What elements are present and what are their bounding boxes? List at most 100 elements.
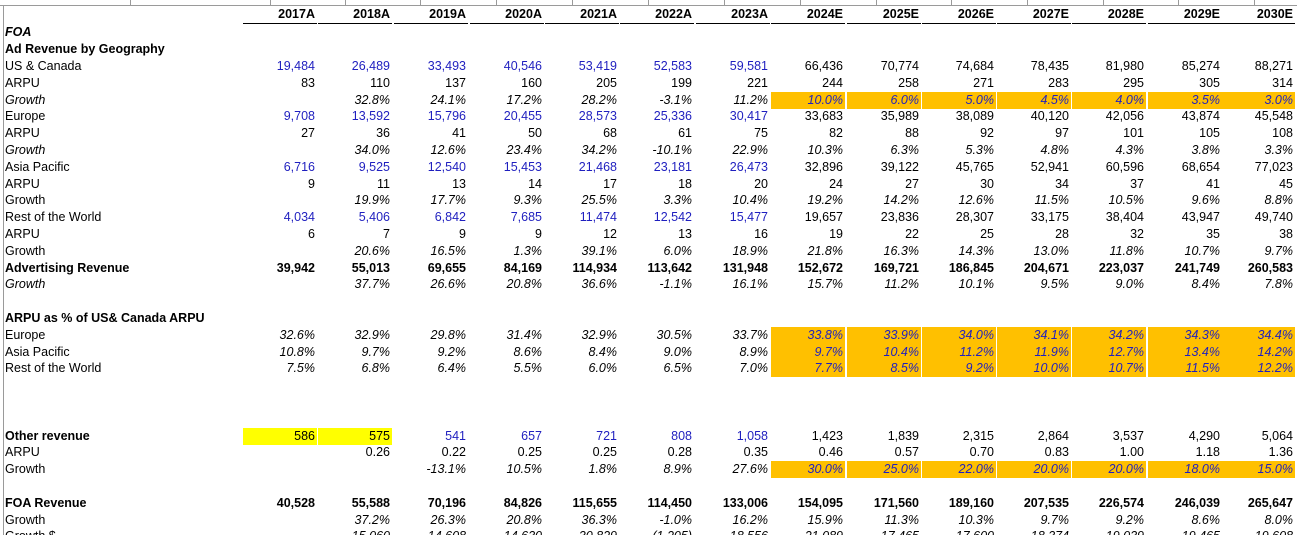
column-divider[interactable] bbox=[648, 0, 649, 5]
cell-2029e[interactable]: 4,290 bbox=[1188, 428, 1220, 443]
column-divider[interactable] bbox=[270, 0, 271, 5]
row-label[interactable]: US & Canada bbox=[5, 59, 82, 73]
column-divider[interactable] bbox=[496, 0, 497, 5]
cell-2029e[interactable]: 34.3% bbox=[1148, 326, 1222, 344]
cell-2017a[interactable] bbox=[243, 377, 317, 394]
cell-2024e[interactable]: 154,095 bbox=[797, 495, 843, 510]
cell-2029e[interactable]: 43,874 bbox=[1181, 109, 1220, 124]
cell-2028e[interactable]: 3,537 bbox=[1112, 428, 1144, 443]
cell-2025e[interactable]: 6.0% bbox=[847, 91, 921, 109]
cell-2025e[interactable] bbox=[847, 310, 921, 327]
column-divider[interactable] bbox=[1103, 0, 1104, 5]
cell-2020a[interactable] bbox=[470, 377, 544, 394]
year-header-2018a[interactable]: 2018A bbox=[318, 5, 392, 24]
year-header-2025e[interactable]: 2025E bbox=[847, 5, 921, 24]
cell-2018a[interactable]: 13,592 bbox=[351, 109, 390, 124]
cell-2021a[interactable]: 32.9% bbox=[581, 327, 617, 342]
cell-2023a[interactable]: 11.2% bbox=[733, 92, 768, 107]
cell-2017a[interactable] bbox=[243, 411, 317, 428]
cell-2030e[interactable] bbox=[1221, 478, 1295, 495]
cell-2030e[interactable] bbox=[1221, 293, 1295, 310]
cell-2023a[interactable]: 33.7% bbox=[732, 327, 768, 342]
cell-2026e[interactable] bbox=[922, 394, 996, 411]
cell-2019a[interactable] bbox=[394, 293, 468, 310]
cell-2025e[interactable]: 171,560 bbox=[873, 495, 919, 510]
cell-2017a[interactable] bbox=[243, 444, 317, 461]
column-divider[interactable] bbox=[1254, 0, 1255, 5]
cell-2026e[interactable]: 5.3% bbox=[965, 143, 995, 157]
cell-2024e[interactable] bbox=[771, 377, 845, 394]
cell-2025e[interactable]: 16.3% bbox=[883, 243, 919, 258]
cell-2026e[interactable]: 74,684 bbox=[955, 59, 994, 73]
column-divider[interactable] bbox=[800, 0, 801, 5]
cell-2020a[interactable]: 84,826 bbox=[503, 495, 542, 510]
cell-2027e[interactable]: 34.1% bbox=[997, 326, 1071, 344]
cell-2018a[interactable]: 37.2% bbox=[354, 512, 390, 527]
year-header-2019a[interactable]: 2019A bbox=[394, 5, 468, 24]
cell-2017a[interactable] bbox=[243, 243, 317, 260]
cell-2026e[interactable]: 189,160 bbox=[948, 495, 994, 510]
cell-2029e[interactable] bbox=[1148, 293, 1222, 310]
cell-2024e[interactable]: 1,423 bbox=[811, 428, 843, 443]
row-label[interactable]: ARPU bbox=[5, 126, 40, 141]
cell-2025e[interactable]: 10.4% bbox=[847, 343, 921, 361]
cell-2028e[interactable] bbox=[1072, 293, 1146, 310]
cell-2026e[interactable]: 30 bbox=[980, 176, 994, 191]
cell-2022a[interactable]: 18 bbox=[678, 176, 692, 191]
cell-2026e[interactable] bbox=[922, 293, 996, 310]
cell-2019a[interactable]: 9 bbox=[459, 227, 466, 241]
cell-2030e[interactable]: 7.8% bbox=[1264, 277, 1294, 292]
cell-2027e[interactable]: 2,864 bbox=[1037, 428, 1069, 443]
cell-2019a[interactable]: 17.7% bbox=[430, 193, 466, 208]
cell-2021a[interactable]: 28,573 bbox=[578, 109, 617, 124]
cell-2025e[interactable]: 258 bbox=[898, 75, 919, 90]
row-label[interactable]: Growth bbox=[5, 512, 46, 527]
cell-2019a[interactable] bbox=[394, 478, 468, 495]
cell-2018a[interactable]: 9.7% bbox=[361, 344, 391, 359]
cell-2023a[interactable] bbox=[696, 310, 770, 327]
cell-2021a[interactable] bbox=[545, 411, 619, 428]
cell-2021a[interactable] bbox=[545, 293, 619, 310]
cell-2022a[interactable]: 0.28 bbox=[667, 445, 692, 460]
cell-2021a[interactable]: 34.2% bbox=[581, 143, 617, 157]
cell-2018a[interactable]: 37.7% bbox=[354, 277, 390, 292]
cell-2030e[interactable]: 45,548 bbox=[1254, 109, 1293, 124]
cell-2025e[interactable]: 70,774 bbox=[880, 59, 919, 73]
cell-2024e[interactable]: 7.7% bbox=[771, 360, 845, 378]
cell-2021a[interactable]: 30,829 bbox=[545, 528, 619, 535]
cell-2021a[interactable]: 6.0% bbox=[588, 361, 618, 376]
cell-2020a[interactable]: 160 bbox=[521, 75, 542, 90]
cell-2017a[interactable]: 9,708 bbox=[283, 109, 315, 124]
cell-2027e[interactable]: 52,941 bbox=[1030, 159, 1069, 174]
year-header-2020a[interactable]: 2020A bbox=[470, 5, 544, 24]
year-header-2026e[interactable]: 2026E bbox=[922, 5, 996, 24]
cell-2019a[interactable]: 70,196 bbox=[427, 495, 466, 510]
cell-2020a[interactable]: 17.2% bbox=[506, 92, 542, 107]
cell-2027e[interactable] bbox=[997, 394, 1071, 411]
cell-2024e[interactable]: 19.2% bbox=[807, 193, 843, 208]
cell-2019a[interactable]: 6.4% bbox=[437, 361, 467, 376]
cell-2023a[interactable]: 1,058 bbox=[736, 428, 768, 443]
cell-2020a[interactable]: 8.6% bbox=[513, 344, 543, 359]
cell-2019a[interactable]: 12.6% bbox=[430, 143, 466, 157]
cell-2028e[interactable]: 1.00 bbox=[1119, 445, 1144, 460]
cell-2020a[interactable]: 20.8% bbox=[506, 512, 542, 527]
cell-2028e[interactable] bbox=[1072, 411, 1146, 428]
cell-2023a[interactable]: 16.1% bbox=[732, 277, 768, 292]
row-label[interactable]: Growth $ bbox=[5, 528, 56, 535]
cell-2028e[interactable] bbox=[1072, 478, 1146, 495]
cell-2024e[interactable]: 9.7% bbox=[771, 343, 845, 361]
cell-2019a[interactable]: 26.6% bbox=[430, 277, 466, 292]
cell-2024e[interactable]: 33.8% bbox=[771, 326, 845, 344]
cell-2025e[interactable]: 0.57 bbox=[894, 445, 919, 460]
cell-2023a[interactable]: 18,556 bbox=[696, 528, 770, 535]
cell-2030e[interactable]: 108 bbox=[1272, 126, 1293, 141]
column-divider[interactable] bbox=[1178, 0, 1179, 5]
cell-2029e[interactable]: 18.0% bbox=[1148, 461, 1222, 479]
cell-2029e[interactable]: 9.6% bbox=[1191, 193, 1221, 208]
cell-2021a[interactable]: 11,474 bbox=[579, 210, 617, 225]
cell-2026e[interactable]: 14.3% bbox=[958, 243, 994, 258]
cell-2030e[interactable]: 14.2% bbox=[1221, 343, 1295, 361]
cell-2030e[interactable]: 49,740 bbox=[1254, 210, 1293, 225]
